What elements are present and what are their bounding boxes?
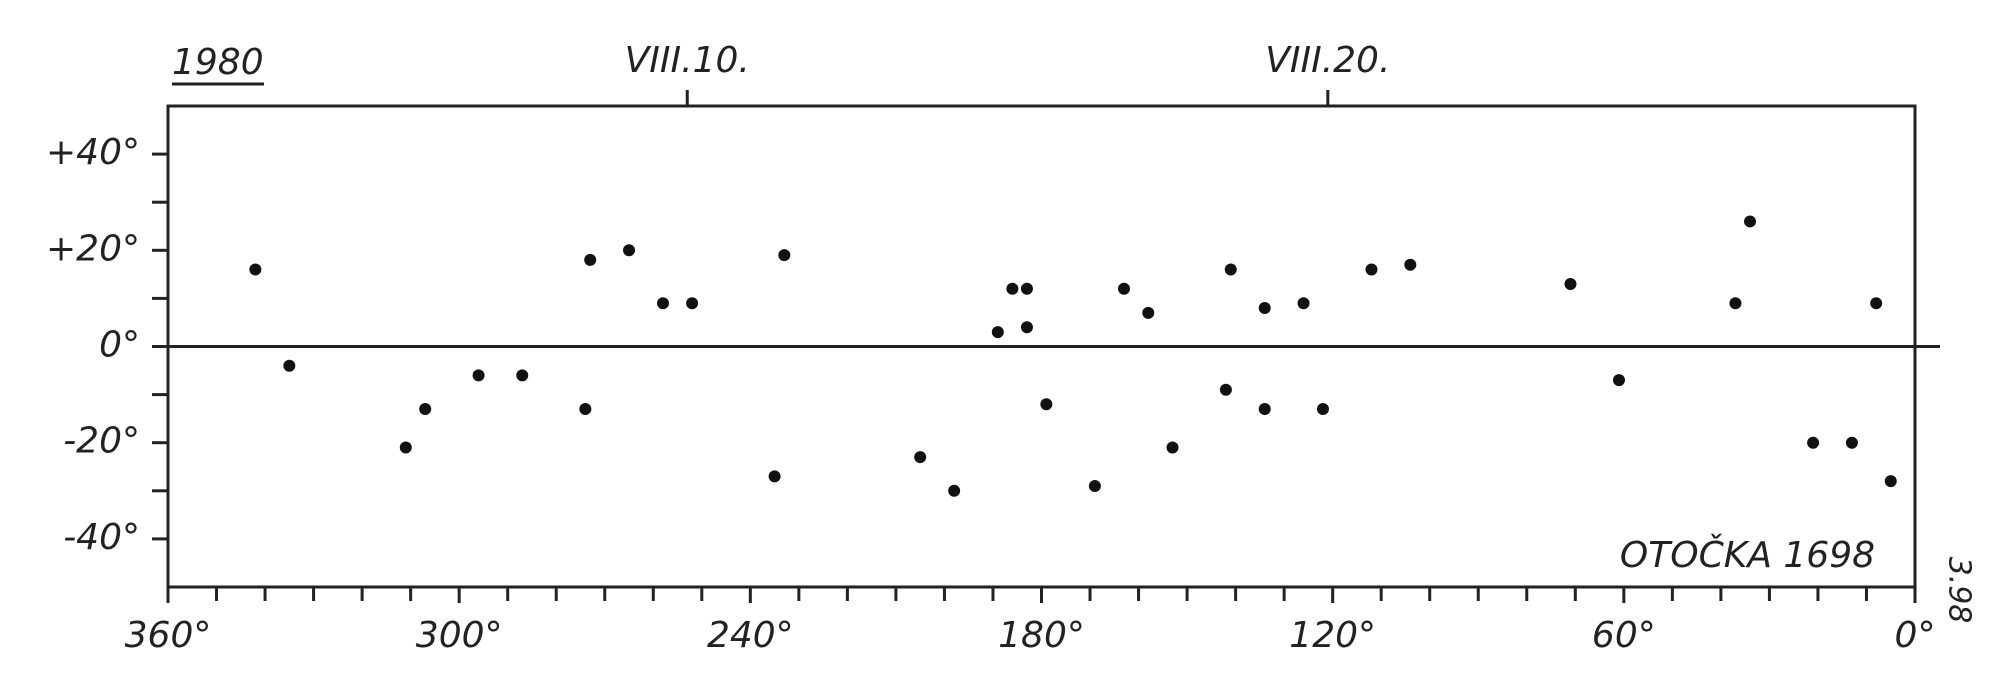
sunspot bbox=[1884, 475, 1897, 488]
sunspot bbox=[516, 369, 529, 382]
x-tick-label: 120° bbox=[1289, 615, 1376, 656]
chart-title: 1980 bbox=[172, 42, 264, 83]
sunspot bbox=[623, 244, 636, 257]
y-tick-label: +40° bbox=[46, 132, 140, 173]
sunspot bbox=[1404, 258, 1417, 271]
sunspot bbox=[1845, 436, 1858, 449]
sunspot bbox=[778, 249, 791, 262]
sunspot bbox=[419, 403, 432, 416]
y-tick-label: 0° bbox=[99, 325, 140, 366]
sunspot bbox=[399, 441, 412, 454]
sunspot bbox=[1297, 297, 1310, 310]
y-tick-label: +20° bbox=[46, 228, 140, 269]
sunspot bbox=[914, 451, 927, 464]
x-tick-label: 300° bbox=[416, 615, 503, 656]
sunspot bbox=[584, 253, 597, 266]
sunspot bbox=[1040, 398, 1053, 411]
sunspot bbox=[1166, 441, 1179, 454]
annotation: OTOČKA 1698 bbox=[1620, 534, 1875, 576]
sunspot bbox=[1219, 383, 1232, 396]
sunspot bbox=[1142, 306, 1155, 319]
sunspot bbox=[1564, 277, 1577, 290]
sunspot bbox=[1258, 302, 1271, 315]
sunspot bbox=[1365, 263, 1378, 276]
sunspot bbox=[991, 326, 1004, 339]
top-tick-label: VIII.10. bbox=[625, 40, 750, 81]
sunspot bbox=[1088, 479, 1101, 492]
sunspot bbox=[768, 470, 781, 483]
sunspot bbox=[579, 403, 592, 416]
sunspot bbox=[283, 359, 296, 372]
top-tick-label: VIII.20. bbox=[1265, 40, 1390, 81]
sunspot bbox=[1729, 297, 1742, 310]
sunspot bbox=[1612, 374, 1625, 387]
x-tick-label: 0° bbox=[1895, 615, 1936, 656]
sunspot bbox=[472, 369, 485, 382]
sunspot bbox=[656, 297, 669, 310]
sunspot bbox=[948, 484, 961, 497]
x-tick-label: 60° bbox=[1592, 615, 1656, 656]
sunspot bbox=[1744, 215, 1757, 228]
sunspot bbox=[1020, 282, 1033, 295]
y-tick-label: -20° bbox=[63, 421, 140, 462]
x-tick-label: 360° bbox=[125, 615, 212, 656]
sunspot bbox=[1020, 321, 1033, 334]
x-tick-label: 180° bbox=[998, 615, 1085, 656]
sunspot bbox=[249, 263, 262, 276]
x-tick-label: 240° bbox=[707, 615, 794, 656]
sunspot bbox=[1224, 263, 1237, 276]
note: 3.98 bbox=[1942, 557, 1977, 624]
sunspot bbox=[1258, 403, 1271, 416]
sunspot bbox=[1807, 436, 1820, 449]
sunspot bbox=[1870, 297, 1883, 310]
y-tick-label: -40° bbox=[63, 517, 140, 558]
sunspot bbox=[1316, 403, 1329, 416]
sunspot bbox=[686, 297, 699, 310]
sunspot bbox=[1117, 282, 1130, 295]
sunspot bbox=[1006, 282, 1019, 295]
